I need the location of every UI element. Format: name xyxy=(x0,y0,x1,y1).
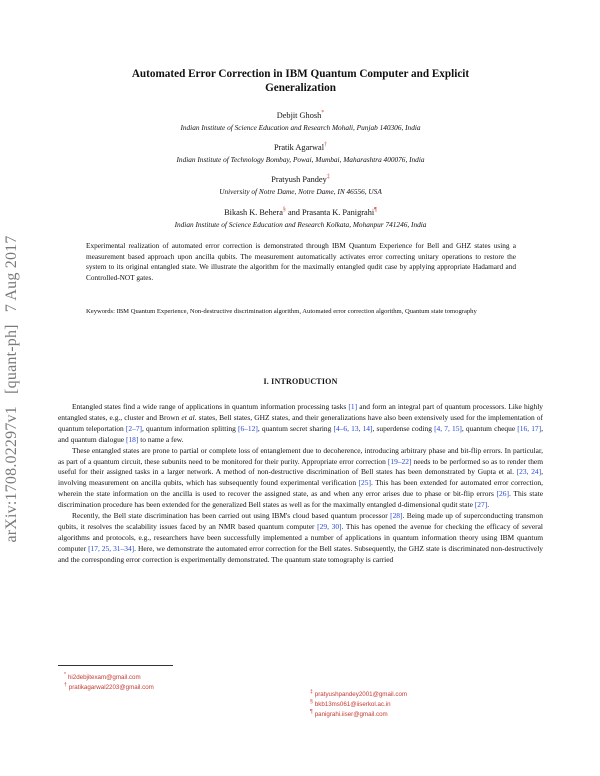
text: , and quantum dialogue xyxy=(58,423,543,444)
affiliation-2: Indian Institute of Technology Bombay, P… xyxy=(176,155,425,164)
citation-link[interactable]: [6–12] xyxy=(237,423,258,433)
text: to name a few. xyxy=(138,434,184,444)
footnote-4[interactable]: § bkb13ms061@iiserkol.ac.in xyxy=(310,698,391,709)
abstract: Experimental realization of automated er… xyxy=(86,241,516,282)
intro-body: Entangled states find a wide range of ap… xyxy=(58,402,543,566)
paper-title: Automated Error Correction in IBM Quantu… xyxy=(58,67,543,95)
footnote-rule xyxy=(58,665,173,666)
citation-link[interactable]: [1] xyxy=(348,402,358,411)
citation-link[interactable]: [2–7] xyxy=(125,423,143,433)
text: , quantum secret sharing xyxy=(257,423,334,433)
text: , involving measurement on ancilla qubit… xyxy=(58,467,543,488)
author-pair: Bikash K. Behera§ and Prasanta K. Panigr… xyxy=(58,207,543,218)
section-heading: I. INTRODUCTION xyxy=(263,377,338,386)
arxiv-stamp: arXiv:1708.02297v1 [quant-ph] 7 Aug 2017 xyxy=(3,129,21,649)
text: Recently, the Bell state discrimination … xyxy=(72,511,391,521)
citation-link[interactable]: [18] xyxy=(125,434,139,444)
author-name: Pratyush Pandey xyxy=(271,175,327,184)
footnote-mark: ¶ xyxy=(310,708,313,715)
footnote-email[interactable]: hi2debjitexam@gmail.com xyxy=(67,674,141,681)
text: . Here, we demonstrate the automated err… xyxy=(58,543,543,564)
footnote-mark: † xyxy=(64,681,67,688)
author-name: Pratik Agarwal xyxy=(274,143,324,152)
footnote-mark: ‡ xyxy=(310,688,313,695)
text: , superdense coding xyxy=(372,423,435,433)
text: . xyxy=(487,500,490,510)
author-3: Pratyush Pandey‡ xyxy=(58,174,543,185)
citation-link[interactable]: [25] xyxy=(358,478,371,488)
footnote-email[interactable]: panigrahi.iiser@gmail.com xyxy=(314,711,388,718)
author-mark: * xyxy=(321,110,325,117)
author-name: Prasanta K. Panigrahi xyxy=(302,208,375,217)
footnote-1[interactable]: * hi2debjitexam@gmail.com xyxy=(64,671,141,682)
text: . This state discrimination procedure ha… xyxy=(58,489,544,510)
citation-link[interactable]: [23, 24] xyxy=(516,467,542,477)
citation-link[interactable]: [16, 17] xyxy=(517,423,542,433)
footnote-email[interactable]: pratyushpandey2001@gmail.com xyxy=(314,691,408,698)
text: Entangled states find a wide range of ap… xyxy=(72,402,349,411)
text: These entangled states are prone to part… xyxy=(58,445,543,466)
text: needs to be performed so as to render th… xyxy=(58,456,543,477)
footnote-mark: § xyxy=(310,698,313,705)
text: , quantum cheque xyxy=(461,423,518,433)
author-2: Pratik Agarwal† xyxy=(58,142,543,153)
citation-link[interactable]: [26] xyxy=(496,489,509,499)
footnote-5[interactable]: ¶ panigrahi.iiser@gmail.com xyxy=(310,708,388,719)
author-mark: † xyxy=(324,142,327,149)
author-name: Debjit Ghosh xyxy=(276,111,322,120)
author-mark: § xyxy=(282,207,286,214)
paragraph-3: Recently, the Bell state discrimination … xyxy=(58,511,543,566)
footnote-mark: * xyxy=(64,671,66,678)
affiliation-1: Indian Institute of Science Education an… xyxy=(180,123,421,132)
footnote-2[interactable]: † pratikagarwal2203@gmail.com xyxy=(64,681,154,692)
affiliation-3: University of Notre Dame, Notre Dame, IN… xyxy=(219,187,382,196)
author-mark: ¶ xyxy=(374,207,377,214)
arxiv-category: [quant-ph] xyxy=(3,324,20,394)
text: et al. xyxy=(181,412,197,422)
text: and form an integral part of quantum pro… xyxy=(58,402,543,422)
title-line-2: Generalization xyxy=(265,82,336,94)
citation-link[interactable]: [29, 30] xyxy=(317,521,342,531)
text: . This has opened the avenue for checkin… xyxy=(58,521,543,553)
keywords: Keywords: IBM Quantum Experience, Non-de… xyxy=(86,308,477,315)
citation-link[interactable]: [28] xyxy=(390,511,403,521)
affiliation-4: Indian Institute of Science Education an… xyxy=(174,220,427,229)
title-line-1: Automated Error Correction in IBM Quantu… xyxy=(131,68,470,80)
author-and: and xyxy=(287,208,300,217)
citation-link[interactable]: [4–6, 13, 14] xyxy=(333,423,373,433)
paragraph-1: Entangled states find a wide range of ap… xyxy=(58,402,543,446)
paragraph-2: These entangled states are prone to part… xyxy=(58,446,543,511)
citation-link[interactable]: [17, 25, 31–34] xyxy=(88,543,135,553)
footnote-3[interactable]: ‡ pratyushpandey2001@gmail.com xyxy=(310,688,408,699)
footnote-email[interactable]: pratikagarwal2203@gmail.com xyxy=(68,684,154,691)
citation-link[interactable]: [4, 7, 15] xyxy=(434,423,462,433)
citation-link[interactable]: [27] xyxy=(474,500,488,510)
author-name: Bikash K. Behera xyxy=(224,208,283,217)
arxiv-id: arXiv:1708.02297v1 xyxy=(3,406,20,543)
author-1: Debjit Ghosh* xyxy=(58,110,543,121)
author-mark: ‡ xyxy=(326,174,330,181)
text: . Being made up of superconducting trans… xyxy=(58,511,544,531)
text: states, Bell states, GHZ states, and the… xyxy=(58,412,544,433)
footnote-email[interactable]: bkb13ms061@iiserkol.ac.in xyxy=(314,701,391,708)
text: , quantum information splitting xyxy=(142,423,238,433)
text: . This has been extended for automated e… xyxy=(58,478,544,499)
citation-link[interactable]: [19–22] xyxy=(387,456,412,466)
arxiv-date: 7 Aug 2017 xyxy=(3,235,20,313)
